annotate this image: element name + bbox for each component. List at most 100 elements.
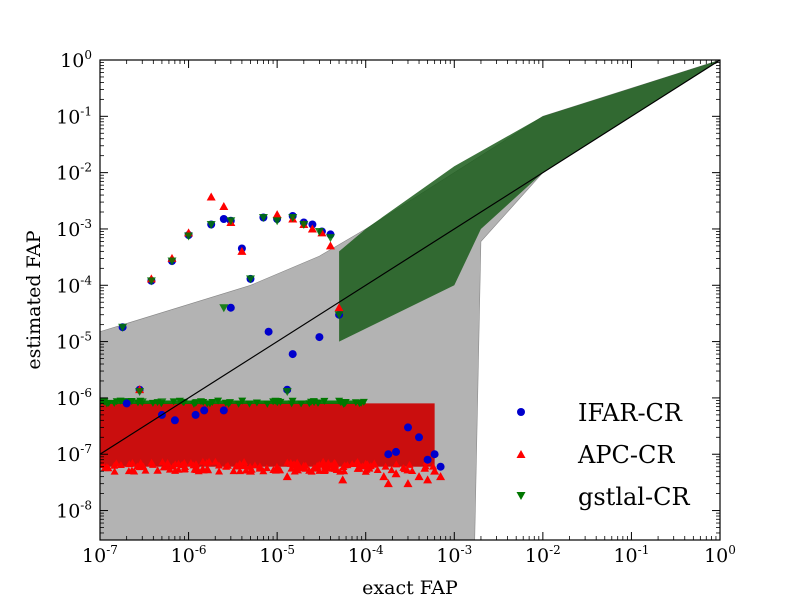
- x-tick-label: 10-7: [82, 543, 118, 567]
- dense-marker-gstlal-cr: [252, 399, 261, 407]
- dense-marker-apc-cr: [286, 458, 295, 466]
- y-tick-label: 10-2: [56, 161, 92, 185]
- dense-marker-apc-cr: [110, 467, 119, 475]
- dense-marker-apc-cr: [112, 459, 121, 467]
- dense-marker-apc-cr: [400, 465, 409, 473]
- point-gstlal-cr: [288, 213, 298, 222]
- x-tick-label: 10-5: [259, 543, 295, 567]
- point-ifar-cr: [219, 215, 228, 223]
- dense-marker-apc-cr: [186, 459, 195, 467]
- dense-marker-gstlal-cr: [221, 399, 230, 407]
- dense-marker-apc-cr: [331, 459, 340, 467]
- dense-marker-apc-cr: [215, 467, 224, 475]
- point-ifar-cr: [264, 327, 273, 336]
- point-ifar-cr: [170, 416, 179, 425]
- dense-marker-apc-cr: [392, 460, 401, 468]
- dense-marker-apc-cr: [240, 457, 249, 465]
- dense-marker-apc-cr: [292, 463, 301, 471]
- y-tick-label: 10-4: [56, 273, 92, 297]
- legend-item-gstlal-cr: gstlal-CR: [516, 483, 690, 511]
- x-tick-label: 10-6: [171, 543, 207, 567]
- dense-marker-apc-cr: [290, 467, 299, 475]
- dense-marker-apc-cr: [153, 466, 162, 474]
- dense-marker-apc-cr: [305, 466, 314, 474]
- point-gstlal-cr: [258, 213, 268, 222]
- point-apc-cr: [282, 472, 292, 481]
- x-tick-label: 10-1: [613, 543, 649, 567]
- legend-marker-ifar-cr: [517, 408, 525, 416]
- dense-marker-apc-cr: [128, 459, 137, 467]
- point-apc-cr: [414, 472, 424, 481]
- point-gstlal-cr: [137, 398, 147, 407]
- y-tick-label: 10-3: [56, 217, 92, 241]
- point-apc-cr: [237, 246, 247, 255]
- point-gstlal-cr: [146, 277, 156, 286]
- point-ifar-cr: [436, 462, 445, 471]
- point-gstlal-cr: [314, 228, 324, 237]
- point-gstlal-cr: [219, 304, 229, 313]
- dense-marker-apc-cr: [232, 462, 241, 470]
- dense-marker-gstlal-cr: [359, 398, 368, 406]
- dense-marker-apc-cr: [180, 465, 189, 473]
- dense-marker-apc-cr: [330, 464, 339, 472]
- dense-marker-gstlal-cr: [263, 400, 272, 408]
- x-tick-label: 10-2: [525, 543, 561, 567]
- point-apc-cr: [272, 210, 282, 219]
- y-tick-label: 10-8: [56, 499, 92, 523]
- dense-region-apc-cr: [100, 403, 438, 475]
- dense-marker-apc-cr: [364, 463, 373, 471]
- dense-marker-apc-cr: [405, 460, 414, 468]
- dense-marker-gstlal-cr: [288, 397, 297, 405]
- y-tick-label: 10-1: [56, 104, 92, 128]
- dense-marker-apc-cr: [381, 462, 390, 470]
- point-apc-cr: [334, 303, 344, 312]
- series-gstlal-cr: [100, 213, 344, 407]
- dense-marker-gstlal-cr: [234, 400, 243, 408]
- point-ifar-cr: [191, 410, 200, 419]
- dense-marker-apc-cr: [147, 458, 156, 466]
- dense-marker-apc-cr: [214, 461, 223, 469]
- plot-frame: [99, 59, 721, 541]
- dense-marker-gstlal-cr: [314, 399, 323, 407]
- dense-marker-gstlal-cr: [238, 397, 247, 405]
- dense-marker-apc-cr: [241, 462, 250, 470]
- point-gstlal-cr: [167, 257, 177, 266]
- dense-marker-apc-cr: [309, 463, 318, 471]
- point-gstlal-cr: [206, 220, 216, 229]
- point-gstlal-cr: [157, 398, 167, 407]
- point-gstlal-cr: [118, 323, 128, 332]
- point-apc-cr: [391, 469, 401, 478]
- dense-marker-gstlal-cr: [320, 397, 329, 405]
- y-tick-label: 10-6: [56, 386, 92, 410]
- plot-area: [100, 60, 720, 540]
- dense-marker-gstlal-cr: [169, 398, 178, 406]
- dense-marker-gstlal-cr: [245, 400, 254, 408]
- x-tick-label: 10-3: [436, 543, 472, 567]
- point-gstlal-cr: [135, 387, 145, 396]
- dense-marker-gstlal-cr: [179, 399, 188, 407]
- dense-marker-apc-cr: [408, 467, 417, 475]
- point-gstlal-cr: [184, 232, 194, 241]
- dense-marker-apc-cr: [205, 457, 214, 465]
- dense-marker-gstlal-cr: [276, 398, 285, 406]
- dense-marker-apc-cr: [204, 466, 213, 474]
- dense-marker-gstlal-cr: [335, 397, 344, 405]
- point-ifar-cr: [219, 406, 228, 415]
- axis-ticks: 10-7 10-6 10-5 10-4 10-3 10-2 10-1 100 10-8 10-7 1…: [56, 48, 736, 567]
- dense-marker-apc-cr: [340, 467, 349, 475]
- point-apc-cr: [379, 472, 389, 481]
- dense-region-fill: [100, 400, 366, 404]
- dense-marker-gstlal-cr: [148, 399, 157, 407]
- dense-marker-apc-cr: [255, 464, 264, 472]
- point-ifar-cr: [384, 450, 393, 459]
- dense-point-regions: [100, 397, 438, 475]
- point-ifar-cr: [315, 333, 324, 342]
- dense-marker-apc-cr: [223, 461, 232, 469]
- dense-marker-apc-cr: [421, 464, 430, 472]
- point-apc-cr: [383, 479, 393, 488]
- legend: IFAR-CR APC-CR gstlal-CR: [516, 399, 690, 511]
- legend-label-ifar-cr: IFAR-CR: [578, 399, 683, 427]
- point-ifar-cr: [392, 447, 400, 456]
- point-gstlal-cr: [325, 234, 335, 243]
- dense-marker-gstlal-cr: [112, 398, 121, 406]
